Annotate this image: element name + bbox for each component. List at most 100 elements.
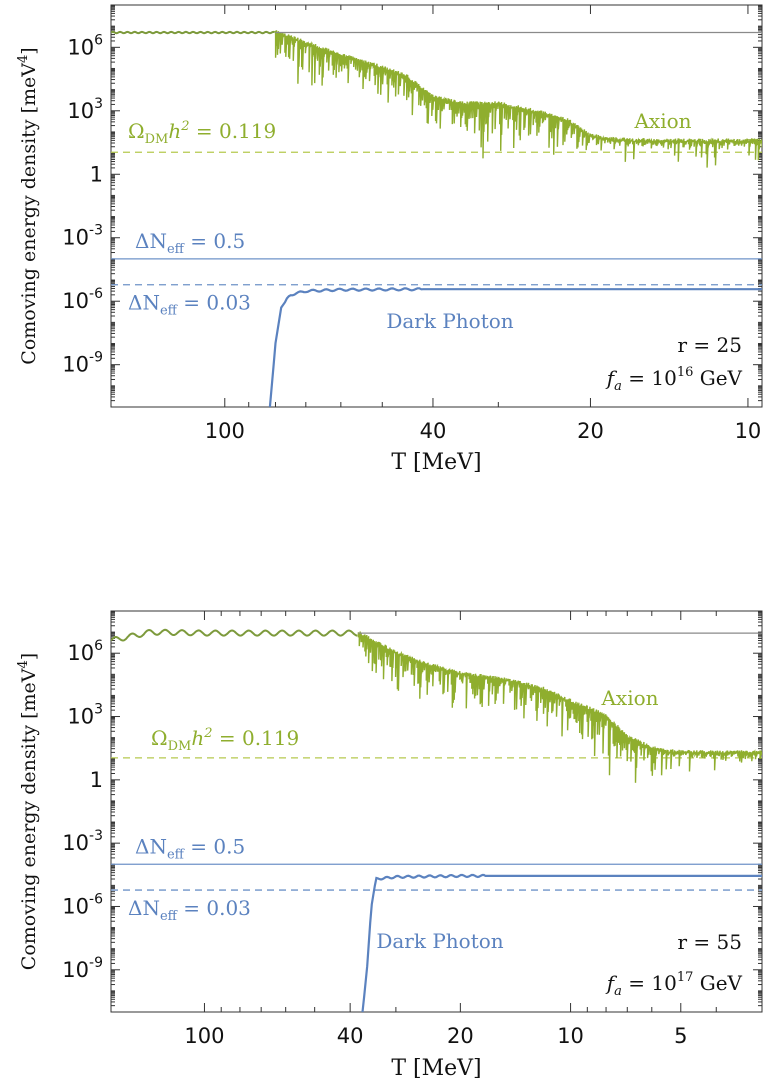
y-axis-title-unit: [meV [18, 63, 40, 114]
axion-curve [111, 30, 276, 35]
y-tick-base: 1 [90, 162, 103, 186]
neff-05-label: ΔNeff = 0.5 [135, 229, 245, 257]
fa-unit: GeV [693, 971, 742, 995]
x-tick-label: 100 [184, 1024, 224, 1048]
x-tick-label: 20 [447, 1024, 474, 1048]
y-axis-title-unit-close: ] [18, 653, 40, 660]
y-tick-base: 10 [62, 958, 89, 982]
fa-parameter-label: fa = 1016 GeV [605, 365, 743, 394]
y-tick-base: 10 [62, 894, 89, 918]
y-tick-label: 106 [67, 638, 103, 665]
y-tick-exponent: 6 [94, 638, 103, 654]
y-tick-base: 1 [90, 768, 103, 792]
axion-curve [111, 628, 358, 642]
y-tick-base: 10 [62, 226, 89, 250]
dm-label-h: h [168, 119, 181, 143]
fa-parameter-label: fa = 1017 GeV [605, 970, 743, 999]
y-tick-label: 106 [67, 32, 103, 59]
y-tick-label: 10-6 [62, 286, 103, 313]
y-tick-base: 10 [67, 35, 94, 59]
y-tick-label: 10-6 [62, 891, 103, 918]
y-tick-exponent: -9 [89, 350, 103, 366]
fa-unit: GeV [693, 366, 742, 390]
neff-label-sub: eff [167, 242, 186, 257]
y-tick-label: 10-3 [62, 828, 103, 855]
dm-label-value: = 0.119 [213, 726, 300, 750]
neff-label-delta: ΔN [135, 229, 167, 253]
dark-photon-label: Dark Photon [386, 309, 513, 333]
fa-value: = 10 [622, 971, 677, 995]
axion-curve [357, 631, 762, 783]
dm-label-sup: 2 [180, 119, 189, 134]
dark-photon-curve [268, 287, 762, 407]
y-tick-label: 10-9 [62, 955, 103, 982]
x-tick-label: 20 [577, 419, 604, 443]
y-axis-title-unit-sup: 4 [16, 660, 31, 668]
y-tick-exponent: -6 [89, 891, 103, 907]
y-axis-title-unit-close: ] [18, 47, 40, 54]
dm-label: ΩDMh2 = 0.119 [151, 726, 299, 754]
y-tick-label: 10-3 [62, 223, 103, 250]
y-tick-base: 10 [62, 289, 89, 313]
y-tick-label: 1 [90, 162, 103, 186]
dark-photon-curve [361, 873, 762, 1012]
y-tick-base: 10 [62, 831, 89, 855]
neff-label-value: = 0.5 [184, 229, 245, 253]
neff-003-label: ΔNeff = 0.03 [128, 896, 251, 924]
fa-value: = 10 [622, 366, 677, 390]
fa-exponent: 17 [677, 970, 694, 985]
x-tick-label: 100 [205, 419, 245, 443]
neff-label-sub: eff [160, 304, 179, 319]
neff-label-delta: ΔN [128, 291, 160, 315]
axion-label: Axion [600, 686, 658, 710]
x-tick-label: 40 [420, 419, 447, 443]
neff-05-label: ΔNeff = 0.5 [135, 834, 245, 862]
dm-label-sub: DM [145, 132, 169, 147]
fa-exponent: 16 [677, 365, 694, 380]
y-tick-base: 10 [67, 99, 94, 123]
y-axis-title-unit-sup: 4 [16, 55, 31, 63]
y-tick-exponent: -9 [89, 955, 103, 971]
dm-label-omega: Ω [128, 119, 145, 143]
plot-area [111, 628, 762, 1012]
y-tick-label: 103 [67, 702, 103, 729]
y-axis-title-text: Comoving energy density [18, 113, 40, 364]
dm-label-h: h [191, 726, 204, 750]
y-tick-base: 10 [67, 641, 94, 665]
x-tick-label: 10 [735, 419, 762, 443]
y-axis-title-unit: [meV [18, 668, 40, 719]
plot-frame [110, 4, 763, 408]
y-tick-base: 10 [62, 353, 89, 377]
dm-label-value: = 0.119 [190, 119, 277, 143]
dm-label-omega: Ω [151, 726, 168, 750]
x-axis-title: T [MeV] [391, 1056, 481, 1081]
axion-label: Axion [633, 109, 691, 133]
neff-label-sub: eff [160, 909, 179, 924]
fa-subscript: a [614, 984, 622, 999]
neff-label-value: = 0.03 [177, 291, 251, 315]
dm-label-sub: DM [168, 739, 192, 754]
dark-photon-label: Dark Photon [376, 929, 503, 953]
y-tick-exponent: 3 [94, 702, 103, 718]
fa-subscript: a [614, 379, 622, 394]
y-tick-exponent: 3 [94, 96, 103, 112]
y-tick-label: 103 [67, 96, 103, 123]
r-parameter-label: r = 55 [678, 930, 742, 954]
neff-label-value: = 0.03 [177, 896, 251, 920]
x-tick-label: 40 [337, 1024, 364, 1048]
y-axis-title-text: Comoving energy density [18, 719, 40, 970]
y-axis-title: Comoving energy density [meV4] [16, 47, 40, 364]
x-tick-label: 5 [674, 1024, 687, 1048]
y-tick-exponent: -6 [89, 286, 103, 302]
x-tick-label: 10 [557, 1024, 584, 1048]
plot-area [111, 30, 762, 407]
y-tick-label: 1 [90, 768, 103, 792]
x-axis-title: T [MeV] [391, 450, 481, 475]
dm-label: ΩDMh2 = 0.119 [128, 119, 276, 147]
y-tick-base: 10 [67, 705, 94, 729]
neff-label-sub: eff [167, 847, 186, 862]
neff-003-label: ΔNeff = 0.03 [128, 291, 251, 319]
